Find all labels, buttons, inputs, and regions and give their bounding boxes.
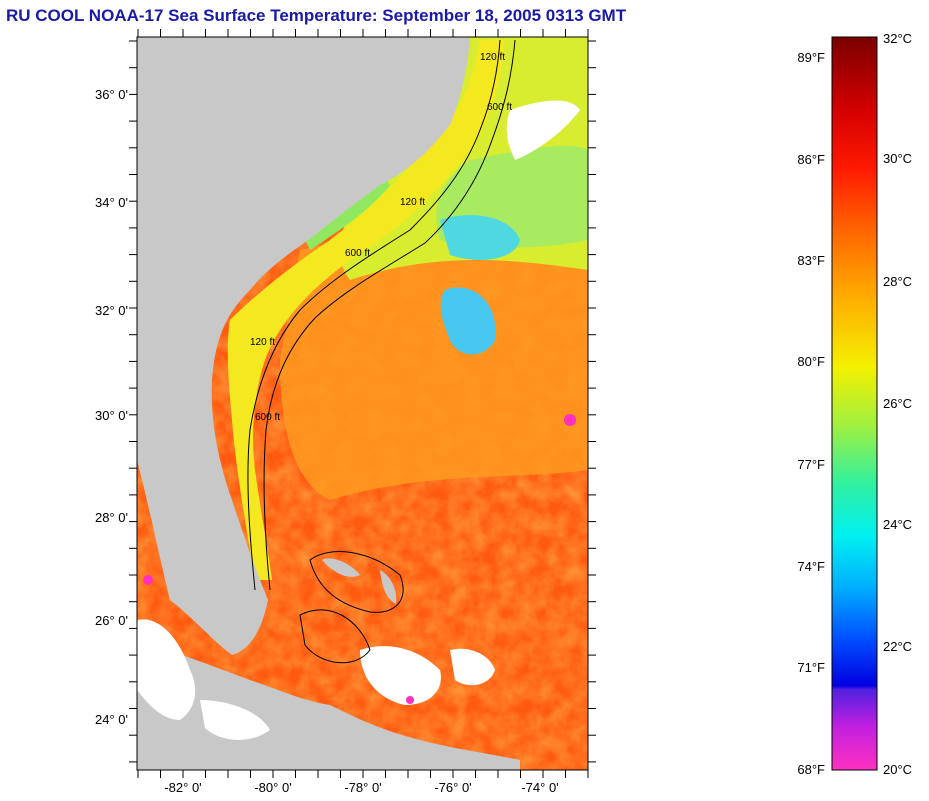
lat-label: 24° 0' bbox=[95, 712, 128, 727]
lat-label: 32° 0' bbox=[95, 303, 128, 318]
cloud-5 bbox=[200, 700, 270, 740]
cloud-4 bbox=[506, 100, 580, 160]
sst-map[interactable]: 120 ft 600 ft 120 ft 600 ft 120 ft 600 f… bbox=[137, 37, 588, 770]
contour-label: 120 ft bbox=[400, 197, 425, 208]
colorbar-c-label: 32°C bbox=[883, 31, 912, 46]
colorbar-f-label: 74°F bbox=[797, 559, 825, 574]
lat-label: 36° 0' bbox=[95, 87, 128, 102]
colorbar-f-label: 68°F bbox=[797, 762, 825, 777]
colorbar-c-label: 24°C bbox=[883, 517, 912, 532]
contour-label: 600 ft bbox=[487, 102, 512, 113]
cloud-2 bbox=[360, 646, 441, 705]
lat-label: 26° 0' bbox=[95, 613, 128, 628]
lon-label: -82° 0' bbox=[164, 780, 201, 795]
colorbar-f-label: 77°F bbox=[797, 457, 825, 472]
contour-bahamas bbox=[309, 551, 404, 613]
shelf-water bbox=[227, 40, 506, 580]
contour-label: 120 ft bbox=[250, 337, 275, 348]
bahamas-island-2 bbox=[380, 570, 397, 604]
colorbar-c-label: 26°C bbox=[883, 396, 912, 411]
colorbar-c-label: 22°C bbox=[883, 639, 912, 654]
lon-label: -74° 0' bbox=[521, 780, 558, 795]
contour-600ft bbox=[263, 39, 516, 591]
cool-pool-south bbox=[440, 287, 496, 355]
bahamas-island-1 bbox=[322, 558, 360, 577]
lon-label: -78° 0' bbox=[344, 780, 381, 795]
colorbar-c-label: 20°C bbox=[883, 762, 912, 777]
lat-label: 34° 0' bbox=[95, 195, 128, 210]
lat-label: 28° 0' bbox=[95, 510, 128, 525]
map-ticks bbox=[129, 29, 596, 778]
us-land bbox=[137, 37, 470, 655]
colorbar-f-label: 83°F bbox=[797, 253, 825, 268]
colorbar-f-label: 80°F bbox=[797, 354, 825, 369]
lon-label: -80° 0' bbox=[254, 780, 291, 795]
cold-speck bbox=[143, 575, 153, 585]
contour-label: 600 ft bbox=[255, 412, 280, 423]
cloud-1 bbox=[137, 619, 196, 720]
colorbar-f-label: 86°F bbox=[797, 152, 825, 167]
colorbar-c-label: 30°C bbox=[883, 151, 912, 166]
contour-label: 120 ft bbox=[480, 52, 505, 63]
cloud-3 bbox=[450, 648, 495, 686]
cold-speck bbox=[406, 696, 414, 704]
colorbar-f-label: 89°F bbox=[797, 50, 825, 65]
colorbar-c-label: 28°C bbox=[883, 274, 912, 289]
cold-speck bbox=[564, 414, 576, 426]
colorbar-f-label: 71°F bbox=[797, 660, 825, 675]
colorbar bbox=[831, 36, 878, 771]
lat-label: 30° 0' bbox=[95, 408, 128, 423]
cool-pool-north bbox=[440, 215, 520, 260]
orange-zone bbox=[280, 235, 588, 500]
lon-label: -76° 0' bbox=[434, 780, 471, 795]
map-title: RU COOL NOAA-17 Sea Surface Temperature:… bbox=[6, 6, 627, 25]
contour-bahamas-2 bbox=[299, 609, 371, 664]
contour-label: 600 ft bbox=[345, 248, 370, 259]
contour-120ft bbox=[247, 39, 501, 591]
